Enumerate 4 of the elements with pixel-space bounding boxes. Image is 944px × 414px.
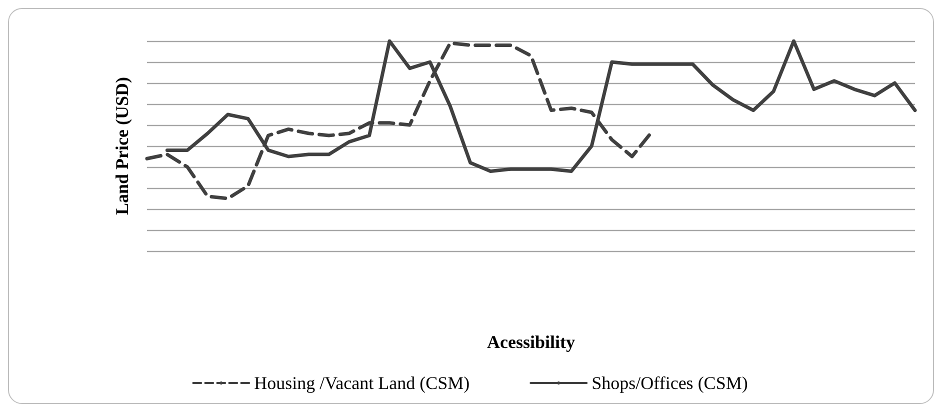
y-axis-title: Land Price (USD)	[112, 77, 132, 215]
legend-label: Housing /Vacant Land (CSM)	[254, 373, 470, 393]
legend-label: Shops/Offices (CSM)	[592, 373, 748, 393]
x-axis-title: Acessibility	[487, 332, 575, 352]
